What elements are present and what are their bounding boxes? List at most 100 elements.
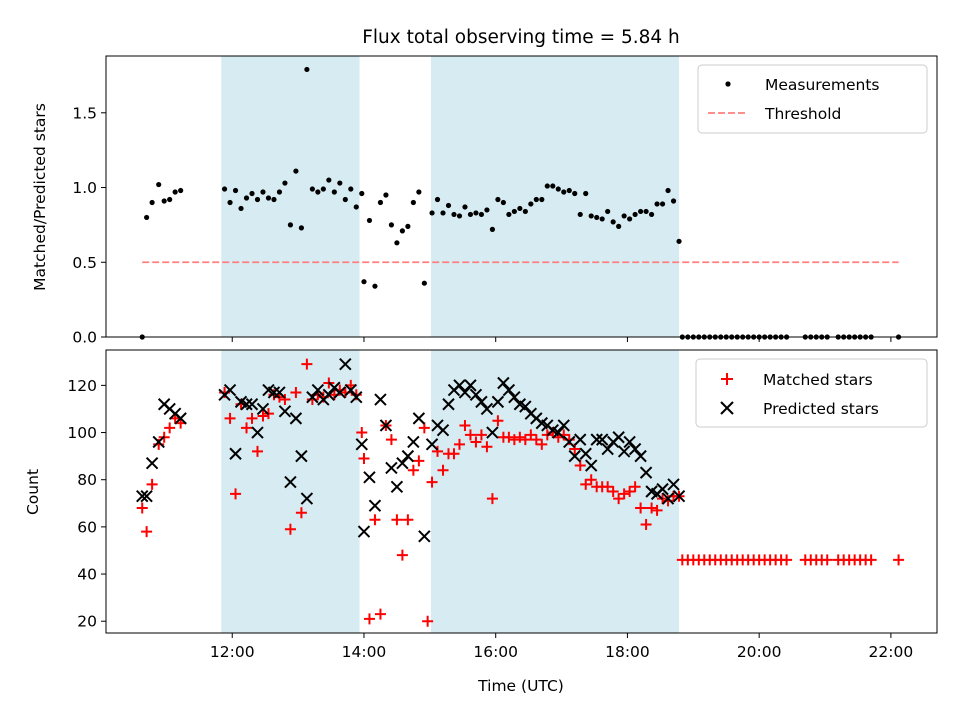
predicted-star-point bbox=[552, 426, 565, 439]
legend-matched-label: Matched stars bbox=[763, 371, 873, 389]
matched-star-point bbox=[530, 434, 542, 446]
predicted-star-point bbox=[278, 405, 292, 418]
predicted-star-point bbox=[256, 402, 270, 416]
matched-star-point bbox=[585, 474, 597, 486]
matched-star-point bbox=[475, 429, 487, 441]
matched-star-point bbox=[437, 464, 449, 476]
predicted-star-point bbox=[396, 456, 409, 470]
measurement-point bbox=[172, 189, 178, 195]
matched-star-point bbox=[464, 429, 476, 441]
measurement-point bbox=[227, 199, 233, 206]
predicted-star-point bbox=[486, 426, 499, 439]
measurement-point bbox=[353, 204, 359, 210]
predicted-star-point bbox=[363, 471, 376, 484]
matched-star-point bbox=[396, 549, 408, 561]
measurement-point bbox=[342, 196, 348, 203]
measurement-point bbox=[555, 186, 561, 192]
measurement-point bbox=[260, 189, 266, 195]
predicted-star-point bbox=[557, 419, 570, 432]
measurement-point bbox=[484, 207, 490, 213]
matched-star-point bbox=[459, 419, 471, 431]
predicted-star-point bbox=[306, 390, 319, 404]
matched-star-point bbox=[453, 438, 465, 450]
x-tick-label: 20:00 bbox=[737, 643, 782, 661]
top-panel-ylabel: Matched/Predicted stars bbox=[31, 103, 49, 291]
measurement-point bbox=[315, 189, 321, 195]
predicted-star-point bbox=[174, 412, 187, 425]
legend-measurements-marker bbox=[725, 81, 731, 87]
predicted-star-point bbox=[623, 435, 636, 449]
measurement-point bbox=[167, 196, 173, 203]
matched-star-point bbox=[385, 434, 397, 446]
y-tick-label: 1.5 bbox=[72, 104, 97, 122]
predicted-star-point bbox=[322, 388, 336, 402]
measurement-point bbox=[539, 196, 545, 203]
matched-star-point bbox=[613, 493, 625, 505]
predicted-star-point bbox=[661, 492, 675, 505]
predicted-star-point bbox=[656, 482, 669, 496]
x-tick-label: 16:00 bbox=[473, 643, 518, 661]
measurement-point bbox=[456, 213, 463, 219]
measurement-point bbox=[399, 228, 405, 234]
measurement-point bbox=[583, 190, 589, 197]
matched-star-point bbox=[136, 502, 148, 514]
measurement-point bbox=[337, 180, 343, 186]
matched-star-point bbox=[301, 358, 313, 370]
series-measurements bbox=[139, 66, 902, 340]
matched-star-point bbox=[618, 488, 630, 500]
matched-star-point bbox=[492, 415, 504, 427]
predicted-star-point bbox=[412, 412, 426, 425]
x-tick-label: 22:00 bbox=[869, 643, 914, 661]
measurement-point bbox=[588, 213, 594, 219]
matched-star-point bbox=[224, 412, 236, 424]
matched-star-point bbox=[640, 519, 652, 531]
matched-star-point bbox=[651, 504, 663, 516]
legend-threshold-label: Threshold bbox=[764, 105, 841, 123]
measurement-point bbox=[348, 186, 354, 192]
predicted-star-point bbox=[152, 435, 165, 449]
shaded-interval bbox=[430, 350, 680, 633]
measurement-point bbox=[326, 177, 332, 183]
measurement-point bbox=[594, 214, 600, 221]
top-legend-box bbox=[697, 64, 928, 134]
shaded-interval bbox=[430, 56, 680, 337]
predicted-star-point bbox=[407, 435, 420, 449]
bottom-panel: 20 40 60 80 100 120 12:00 14:00 16:00 18:00 20:00… bbox=[24, 349, 938, 695]
matched-star-point bbox=[363, 613, 375, 625]
y-tick-label: 1.0 bbox=[72, 179, 97, 197]
matched-star-point bbox=[646, 502, 658, 514]
matched-star-point bbox=[624, 486, 636, 497]
measurement-point bbox=[659, 201, 666, 207]
measurement-point bbox=[276, 189, 283, 195]
predicted-star-point bbox=[267, 386, 281, 399]
bottom-panel-x-ticks: 12:00 14:00 16:00 18:00 20:00 22:00 bbox=[210, 633, 913, 661]
predicted-star-point bbox=[574, 433, 587, 446]
y-tick-label: 120 bbox=[67, 377, 97, 395]
predicted-star-point bbox=[251, 426, 264, 439]
matched-star-point bbox=[164, 422, 176, 434]
measurement-point bbox=[665, 187, 671, 194]
matched-star-point bbox=[426, 476, 438, 488]
measurement-point bbox=[265, 195, 272, 201]
measurement-point bbox=[489, 226, 496, 232]
top-legend: Measurements Threshold bbox=[697, 64, 928, 134]
measurement-point bbox=[298, 225, 305, 231]
x-axis-label: Time (UTC) bbox=[477, 677, 564, 695]
measurement-point bbox=[522, 208, 528, 215]
predicted-star-point bbox=[357, 525, 371, 538]
predicted-star-point bbox=[672, 490, 686, 503]
predicted-star-point bbox=[344, 383, 358, 397]
bottom-panel-frame bbox=[105, 349, 938, 634]
predicted-star-point bbox=[245, 398, 259, 411]
legend-predicted-marker bbox=[720, 401, 734, 415]
predicted-star-point bbox=[480, 402, 494, 416]
predicted-star-point bbox=[273, 386, 286, 399]
predicted-star-point bbox=[497, 376, 510, 390]
matched-star-point bbox=[602, 481, 614, 493]
measurement-point bbox=[467, 211, 474, 218]
matched-star-point bbox=[418, 422, 430, 434]
matched-star-point bbox=[251, 445, 263, 457]
matched-star-point bbox=[508, 434, 520, 446]
measurement-point bbox=[254, 196, 261, 203]
